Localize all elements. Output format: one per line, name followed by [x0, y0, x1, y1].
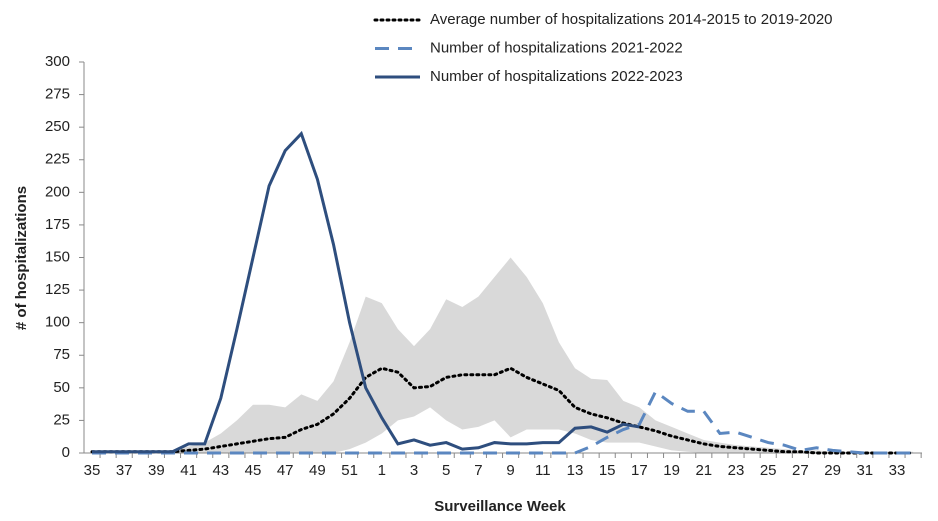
y-tick-label: 0: [62, 444, 70, 461]
legend-label: Number of hospitalizations 2022-2023: [430, 68, 683, 85]
x-tick-label: 41: [180, 462, 197, 479]
x-tick-label: 47: [277, 462, 294, 479]
x-tick-label: 37: [116, 462, 133, 479]
x-tick-label: 29: [824, 462, 841, 479]
range-band: [92, 257, 914, 453]
x-tick-label: 11: [535, 462, 551, 479]
x-tick-label: 45: [245, 462, 262, 479]
y-tick-label: 250: [45, 118, 70, 135]
x-tick-label: 9: [506, 462, 514, 479]
x-tick-label: 51: [341, 462, 358, 479]
x-tick-label: 21: [695, 462, 712, 479]
y-tick-label: 25: [53, 411, 70, 428]
y-tick-label: 200: [45, 183, 70, 200]
series-line: [92, 130, 640, 454]
y-tick-label: 75: [53, 346, 70, 363]
x-tick-label: 7: [474, 462, 482, 479]
y-tick-label: 50: [53, 379, 70, 396]
x-tick-label: 19: [663, 462, 680, 479]
x-tick-label: 25: [760, 462, 777, 479]
x-tick-label: 43: [212, 462, 229, 479]
x-tick-label: 33: [889, 462, 906, 479]
y-tick-label: 175: [45, 216, 70, 233]
legend-label: Number of hospitalizations 2021-2022: [430, 39, 683, 56]
y-tick-label: 300: [45, 53, 70, 70]
y-tick-label: 100: [45, 314, 70, 331]
x-tick-label: 31: [856, 462, 873, 479]
series-line: [90, 366, 915, 455]
x-tick-label: 15: [599, 462, 616, 479]
x-axis-title: Surveillance Week: [434, 498, 566, 515]
legend-label: Average number of hospitalizations 2014-…: [430, 11, 833, 28]
x-tick-label: 5: [442, 462, 450, 479]
y-tick-label: 125: [45, 281, 70, 298]
x-tick-label: 39: [148, 462, 165, 479]
y-tick-label: 225: [45, 151, 70, 168]
x-tick-label: 17: [631, 462, 648, 479]
x-tick-label: 27: [792, 462, 809, 479]
y-tick-label: 275: [45, 86, 70, 103]
x-tick-label: 35: [84, 462, 101, 479]
y-axis-title: # of hospitalizations: [13, 186, 30, 330]
x-tick-label: 23: [728, 462, 745, 479]
x-tick-label: 3: [410, 462, 418, 479]
y-tick-label: 150: [45, 248, 70, 265]
x-tick-label: 1: [378, 462, 386, 479]
x-tick-label: 13: [567, 462, 584, 479]
x-tick-label: 49: [309, 462, 326, 479]
